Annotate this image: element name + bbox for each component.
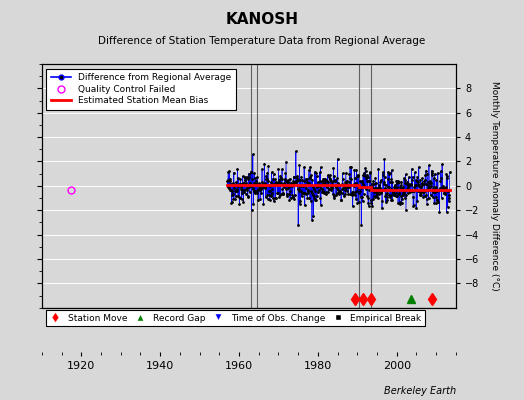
Text: Difference of Station Temperature Data from Regional Average: Difference of Station Temperature Data f…: [99, 36, 425, 46]
Y-axis label: Monthly Temperature Anomaly Difference (°C): Monthly Temperature Anomaly Difference (…: [490, 81, 499, 291]
Legend: Difference from Regional Average, Quality Control Failed, Estimated Station Mean: Difference from Regional Average, Qualit…: [47, 68, 236, 110]
Text: Berkeley Earth: Berkeley Earth: [384, 386, 456, 396]
Legend: Station Move, Record Gap, Time of Obs. Change, Empirical Break: Station Move, Record Gap, Time of Obs. C…: [47, 310, 425, 326]
Text: KANOSH: KANOSH: [225, 12, 299, 27]
